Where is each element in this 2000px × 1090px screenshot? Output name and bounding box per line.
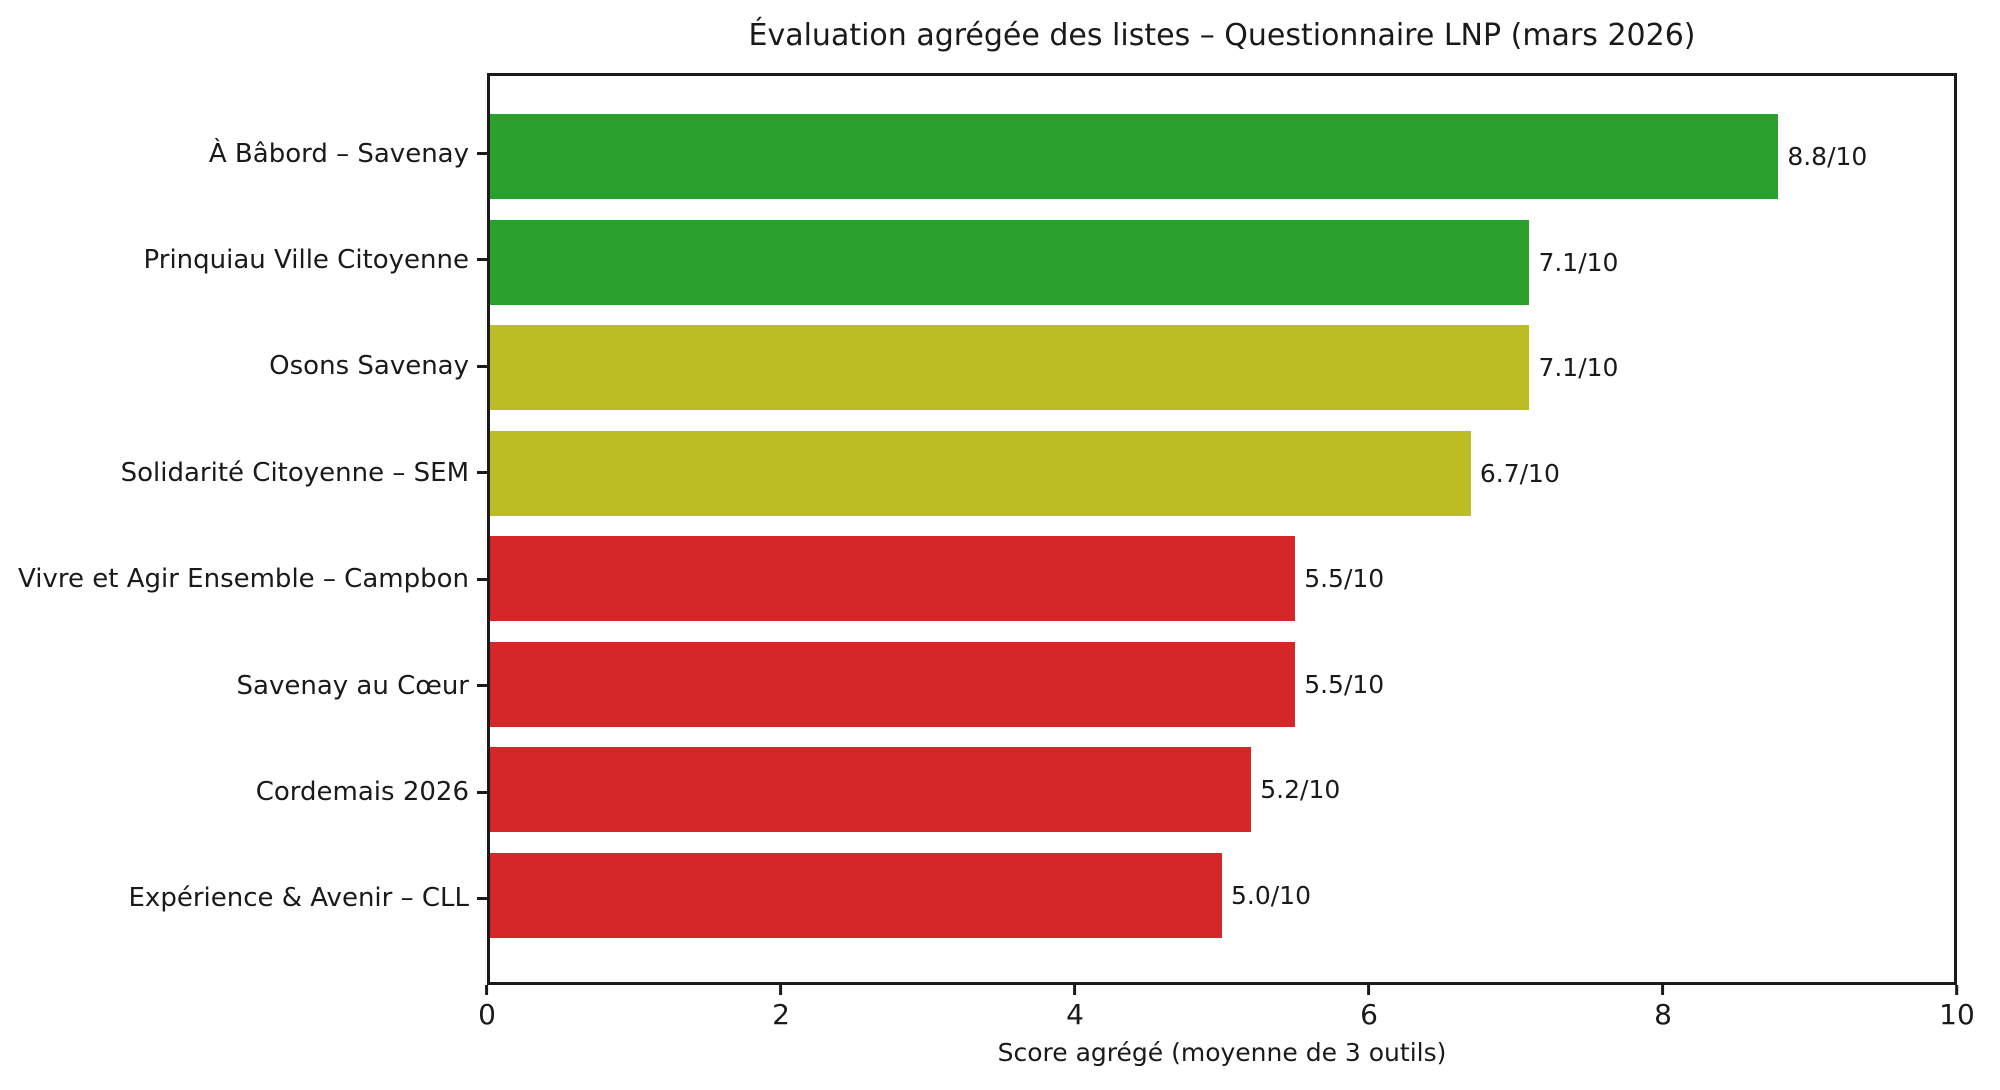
bar-value-label: 5.0/10 — [1231, 880, 1311, 910]
y-tick-mark — [477, 684, 487, 688]
x-tick: 10 — [1939, 985, 1975, 1031]
y-axis-category-label: Prinquiau Ville Citoyenne — [143, 244, 469, 275]
bar — [490, 852, 1222, 938]
y-tick-mark — [477, 152, 487, 155]
bar — [490, 325, 1530, 411]
x-tick-label: 10 — [1939, 998, 1975, 1031]
y-axis-row: Vivre et Agir Ensemble – Campbon — [0, 537, 487, 622]
bar-value-label: 7.1/10 — [1538, 247, 1619, 277]
x-tick: 2 — [772, 985, 790, 1031]
bars-container: 8.8/10 7.1/10 7.1/10 6.7/10 5.5/10 5.5/10 5.2/… — [490, 76, 1954, 982]
chart-title: Évaluation agrégée des listes – Question… — [748, 18, 1696, 53]
bar — [490, 536, 1296, 622]
x-tick-mark — [779, 985, 783, 995]
y-axis-row: Cordemais 2026 — [0, 750, 487, 835]
y-tick-mark — [477, 364, 487, 368]
bar-row: 7.1/10 — [490, 325, 1954, 411]
y-tick-mark — [477, 577, 487, 581]
bar-value-label: 5.5/10 — [1304, 564, 1385, 594]
y-axis-row: Osons Savenay — [0, 324, 487, 409]
bar — [490, 219, 1530, 305]
y-axis-category-label: Cordemais 2026 — [255, 777, 469, 808]
bar-value-label: 6.7/10 — [1479, 458, 1560, 488]
x-tick: 8 — [1654, 985, 1672, 1031]
bar-row: 5.5/10 — [490, 641, 1954, 727]
bar-row: 6.7/10 — [490, 430, 1954, 516]
y-tick-mark — [477, 258, 487, 262]
x-axis: 0 2 4 6 8 10 — [478, 985, 1975, 1040]
x-tick-label: 2 — [772, 998, 790, 1031]
bar-row: 7.1/10 — [490, 219, 1954, 305]
bar-value-label: 5.2/10 — [1260, 775, 1341, 805]
y-tick-mark — [477, 790, 487, 794]
x-tick-label: 8 — [1654, 998, 1672, 1031]
x-tick-mark — [485, 985, 489, 995]
bar-value-label: 8.8/10 — [1787, 142, 1868, 171]
x-tick: 6 — [1360, 985, 1378, 1031]
y-axis-category-label: Expérience & Avenir – CLL — [128, 883, 470, 914]
bar — [490, 641, 1296, 727]
y-axis-row: Expérience & Avenir – CLL — [0, 856, 487, 941]
bar-row: 8.8/10 — [490, 114, 1954, 199]
x-axis-label: Score agrégé (moyenne de 3 outils) — [997, 1038, 1447, 1067]
bar-value-label: 5.5/10 — [1304, 669, 1385, 699]
x-tick-label: 0 — [478, 998, 496, 1031]
plot-area: 8.8/10 7.1/10 7.1/10 6.7/10 5.5/10 5.5/10 5.2/… — [487, 73, 1957, 985]
y-axis-category-label: Solidarité Citoyenne – SEM — [120, 457, 469, 488]
bar — [490, 430, 1471, 516]
x-tick-label: 4 — [1066, 998, 1084, 1031]
y-axis-category-label: Savenay au Cœur — [236, 670, 469, 701]
x-tick: 4 — [1066, 985, 1084, 1031]
y-axis-category-label: Osons Savenay — [269, 351, 469, 382]
bar-row: 5.5/10 — [490, 536, 1954, 622]
x-tick-mark — [1661, 985, 1665, 995]
y-axis-row: À Bâbord – Savenay — [0, 111, 487, 196]
bar — [490, 747, 1252, 833]
y-tick-mark — [477, 896, 487, 900]
y-axis-row: Savenay au Cœur — [0, 643, 487, 728]
y-tick-mark — [477, 471, 487, 475]
x-tick: 0 — [478, 985, 496, 1031]
bar — [490, 114, 1779, 199]
x-tick-label: 6 — [1360, 998, 1378, 1031]
y-axis: À Bâbord – Savenay Prinquiau Ville Citoye… — [0, 73, 487, 985]
bar-value-label: 7.1/10 — [1538, 353, 1619, 383]
y-axis-row: Solidarité Citoyenne – SEM — [0, 430, 487, 515]
x-tick-mark — [1955, 985, 1959, 995]
bar-row: 5.0/10 — [490, 852, 1954, 938]
x-tick-mark — [1367, 985, 1371, 995]
y-axis-category-label: À Bâbord – Savenay — [208, 138, 469, 169]
x-tick-mark — [1073, 985, 1077, 995]
y-axis-row: Prinquiau Ville Citoyenne — [0, 217, 487, 302]
y-axis-category-label: Vivre et Agir Ensemble – Campbon — [18, 564, 469, 595]
bar-row: 5.2/10 — [490, 747, 1954, 833]
